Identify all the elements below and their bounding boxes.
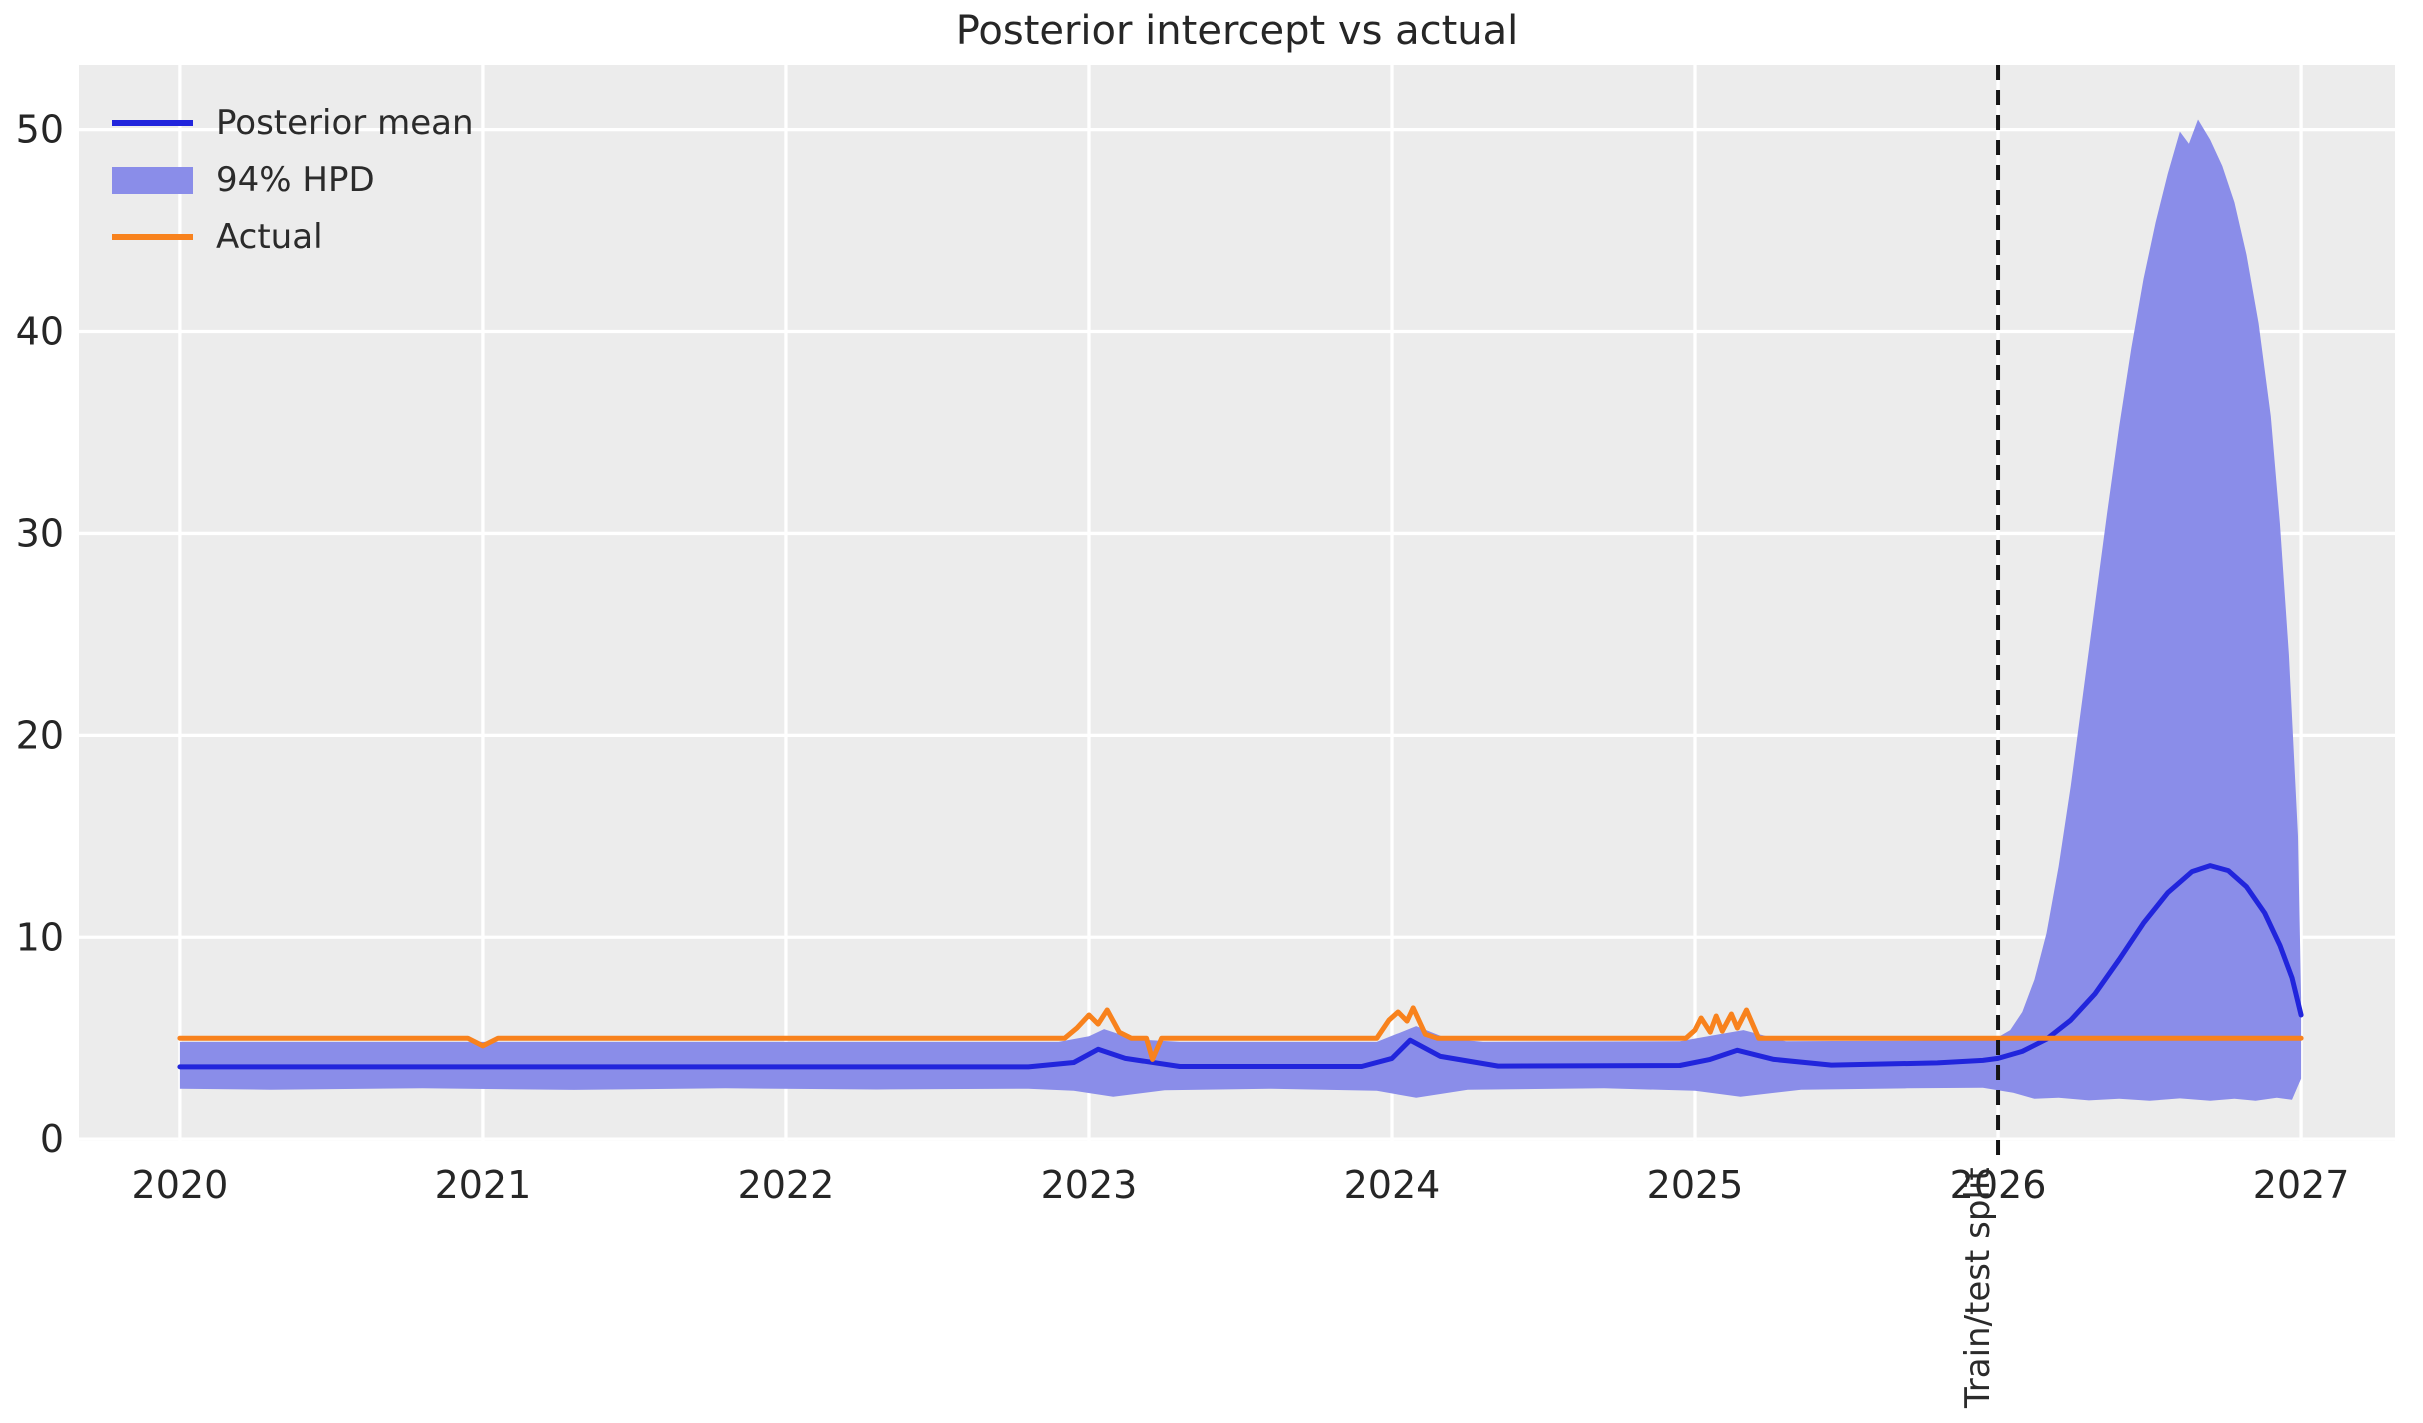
legend-item-actual: Actual (112, 217, 474, 257)
x-tick-label: 2025 (1647, 1163, 1744, 1207)
legend-label: Actual (216, 217, 323, 257)
legend-label: Posterior mean (216, 103, 474, 143)
y-tick-label: 30 (16, 511, 64, 555)
x-tick-label: 2023 (1041, 1163, 1138, 1207)
x-tick-label: 2024 (1344, 1163, 1441, 1207)
legend-item-posterior-mean: Posterior mean (112, 103, 474, 143)
chart-title: Posterior intercept vs actual (955, 8, 1519, 54)
y-tick-label: 0 (40, 1117, 64, 1161)
x-tick-label: 2020 (132, 1163, 229, 1207)
posterior-mean-line-swatch (112, 120, 193, 126)
legend-label: 94% HPD (216, 160, 375, 200)
y-tick-label: 50 (16, 108, 64, 152)
actual-line (177, 1005, 2304, 1062)
plot-background (79, 65, 2395, 1141)
legend: Posterior mean 94% HPD Actual (112, 103, 474, 274)
posterior-mean-line (177, 863, 2304, 1070)
train-test-split-label: Train/test split (1958, 1167, 1998, 1409)
y-tick-label: 40 (16, 310, 64, 354)
x-tick-label: 2026 (1950, 1163, 2047, 1207)
y-tick-label: 20 (16, 713, 64, 757)
legend-item-hpd-band: 94% HPD (112, 160, 474, 200)
actual-line-swatch (112, 234, 193, 240)
x-tick-label: 2022 (738, 1163, 835, 1207)
hpd-band-swatch (112, 166, 193, 194)
x-tick-label: 2027 (2253, 1163, 2350, 1207)
x-tick-label: 2021 (435, 1163, 532, 1207)
y-tick-label: 10 (16, 915, 64, 959)
